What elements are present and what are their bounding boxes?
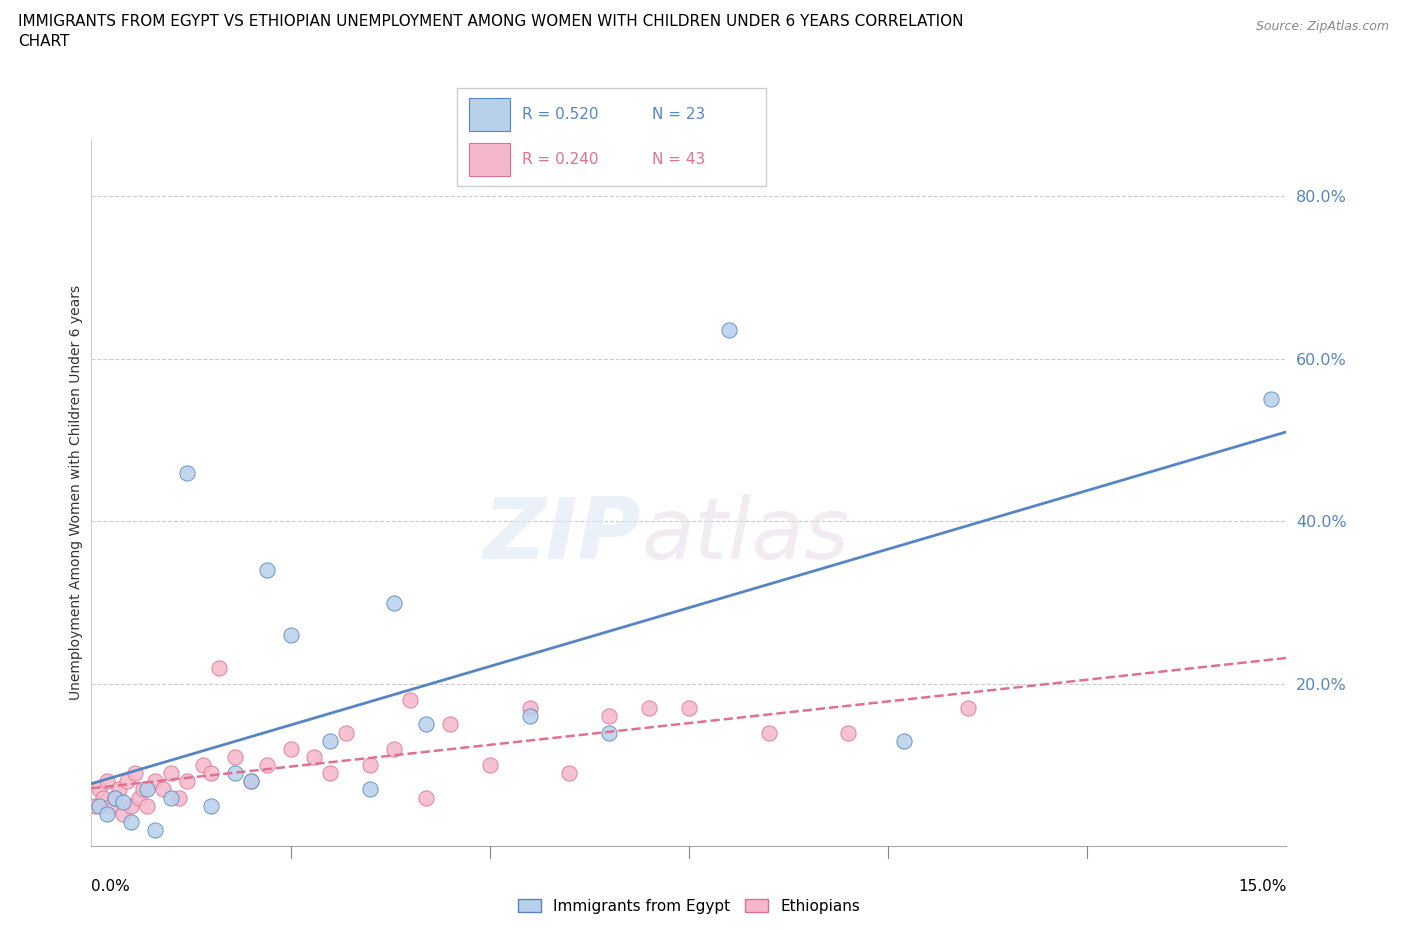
Point xyxy=(160,765,183,780)
Point xyxy=(758,725,780,740)
Point xyxy=(200,798,222,813)
Point xyxy=(224,750,246,764)
Point xyxy=(304,750,326,764)
Text: N = 23: N = 23 xyxy=(652,107,704,122)
Text: Source: ZipAtlas.com: Source: ZipAtlas.com xyxy=(1256,20,1389,33)
Point xyxy=(104,790,127,805)
Point xyxy=(143,774,166,789)
Point xyxy=(1260,392,1282,407)
FancyBboxPatch shape xyxy=(457,88,766,186)
Point xyxy=(519,709,541,724)
Legend: Immigrants from Egypt, Ethiopians: Immigrants from Egypt, Ethiopians xyxy=(512,893,866,920)
Point xyxy=(319,733,342,748)
Point xyxy=(415,790,437,805)
Point xyxy=(239,774,262,789)
Text: R = 0.240: R = 0.240 xyxy=(522,153,599,167)
Point xyxy=(382,741,405,756)
Point xyxy=(89,782,111,797)
Point xyxy=(598,725,620,740)
Bar xyxy=(470,143,509,177)
Point xyxy=(112,794,135,809)
Point xyxy=(89,798,111,813)
Text: N = 43: N = 43 xyxy=(652,153,704,167)
Point xyxy=(280,628,302,643)
Point xyxy=(239,774,262,789)
Point xyxy=(84,798,107,813)
Point xyxy=(136,798,159,813)
Point xyxy=(359,758,381,773)
Point xyxy=(478,758,501,773)
Point xyxy=(167,790,190,805)
Y-axis label: Unemployment Among Women with Children Under 6 years: Unemployment Among Women with Children U… xyxy=(69,286,83,700)
Point xyxy=(598,709,620,724)
Point xyxy=(136,782,159,797)
Point xyxy=(143,823,166,838)
Point xyxy=(96,774,118,789)
Point xyxy=(120,815,142,830)
Point xyxy=(256,563,278,578)
Point xyxy=(558,765,581,780)
Point xyxy=(152,782,174,797)
Text: ZIP: ZIP xyxy=(484,494,641,577)
Point xyxy=(100,798,122,813)
Point xyxy=(415,717,437,732)
Point xyxy=(638,700,661,715)
Point xyxy=(115,774,138,789)
Point xyxy=(893,733,915,748)
Point xyxy=(359,782,381,797)
Point xyxy=(956,700,979,715)
Point xyxy=(224,765,246,780)
Point xyxy=(717,323,740,338)
Point xyxy=(208,660,231,675)
Point xyxy=(96,806,118,821)
Point xyxy=(280,741,302,756)
Point xyxy=(132,782,155,797)
Point xyxy=(128,790,150,805)
Point xyxy=(108,782,131,797)
Point xyxy=(519,700,541,715)
Point xyxy=(256,758,278,773)
Point xyxy=(439,717,461,732)
Text: R = 0.520: R = 0.520 xyxy=(522,107,599,122)
Point xyxy=(120,798,142,813)
Text: atlas: atlas xyxy=(641,494,849,577)
Point xyxy=(200,765,222,780)
Point xyxy=(837,725,859,740)
Point xyxy=(160,790,183,805)
Point xyxy=(104,790,127,805)
Point xyxy=(176,774,198,789)
Point xyxy=(124,765,146,780)
Text: 0.0%: 0.0% xyxy=(91,879,131,894)
Point xyxy=(335,725,357,740)
Point xyxy=(399,693,422,708)
Point xyxy=(678,700,700,715)
Point xyxy=(176,465,198,480)
Text: 15.0%: 15.0% xyxy=(1239,879,1286,894)
Point xyxy=(93,790,114,805)
Point xyxy=(319,765,342,780)
Point xyxy=(191,758,214,773)
Text: IMMIGRANTS FROM EGYPT VS ETHIOPIAN UNEMPLOYMENT AMONG WOMEN WITH CHILDREN UNDER : IMMIGRANTS FROM EGYPT VS ETHIOPIAN UNEMP… xyxy=(18,14,963,29)
Text: CHART: CHART xyxy=(18,34,70,49)
Point xyxy=(112,806,135,821)
Point xyxy=(382,595,405,610)
Bar xyxy=(470,99,509,131)
